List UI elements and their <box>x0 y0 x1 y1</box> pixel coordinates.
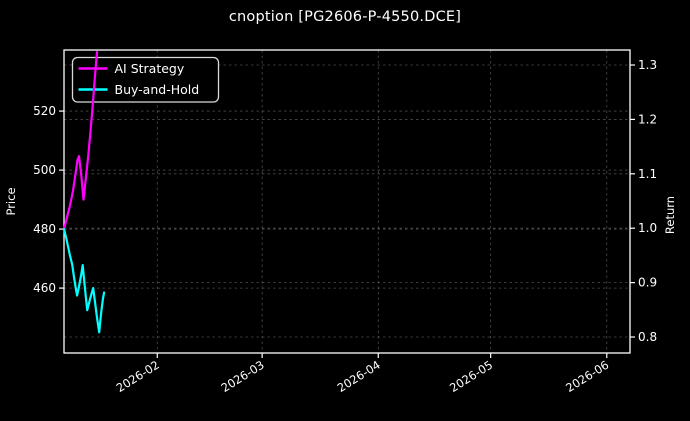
x-tick-label: 2026-02 <box>114 358 162 395</box>
y-right-tick-label: 0.9 <box>638 276 657 290</box>
legend-box <box>71 56 220 103</box>
y-right-tick-label: 1.2 <box>638 112 657 126</box>
y-right-tick-label: 1.1 <box>638 167 657 181</box>
series-line-buy-and-hold <box>62 228 106 334</box>
x-tick-label: 2026-06 <box>563 358 611 395</box>
y-right-tick-label: 0.8 <box>638 330 657 344</box>
y-left-tick-label: 500 <box>33 163 56 177</box>
y-left-tick-label: 480 <box>33 222 56 236</box>
x-tick-label: 2026-04 <box>335 358 383 395</box>
y-right-axis-label: Return <box>663 196 677 234</box>
series-line-ai-strategy <box>62 50 99 231</box>
y-right-tick-label: 1.0 <box>638 221 657 235</box>
y-left-tick-label: 520 <box>33 104 56 118</box>
chart-title: cnoption [PG2606-P-4550.DCE] <box>228 9 462 25</box>
y-left-axis-label: Price <box>4 187 18 215</box>
legend-item-label: AI Strategy <box>115 61 185 76</box>
plot-border <box>63 49 631 354</box>
y-right-tick-label: 1.3 <box>638 58 657 72</box>
y-left-tick-label: 460 <box>33 281 56 295</box>
legend-item-label: Buy-and-Hold <box>115 82 200 97</box>
x-tick-label: 2026-03 <box>219 358 267 395</box>
x-tick-label: 2026-05 <box>447 358 495 395</box>
